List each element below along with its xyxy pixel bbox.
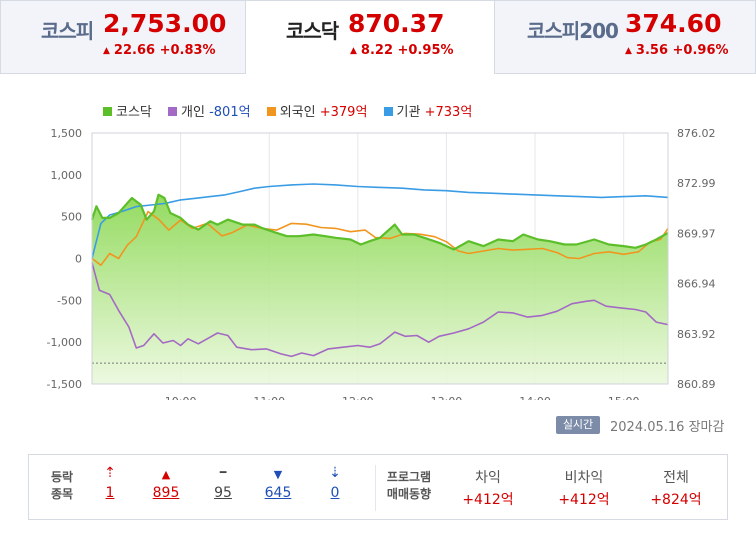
- up-triangle-icon: ▲: [350, 46, 357, 56]
- legend-institution: 기관 +733억: [383, 105, 473, 120]
- tab-change: ▲ 3.56 +0.96%: [625, 43, 729, 58]
- upper-limit-icon: ⇡: [104, 465, 116, 481]
- tab-kospi[interactable]: 코스피 2,753.00 ▲ 22.66 +0.83%: [0, 0, 246, 74]
- axis-ticks: 1,500 1,000 500 0 -500 -1,000 -1,500 876.02 872.…: [47, 127, 716, 400]
- fall-count[interactable]: 645: [264, 485, 292, 501]
- tab-change: ▲ 22.66 +0.83%: [103, 43, 216, 58]
- program-label-1: 프로그램: [386, 470, 432, 484]
- tab-change: ▲ 8.22 +0.95%: [350, 43, 454, 58]
- tab-change-text: 3.56 +0.96%: [635, 43, 729, 58]
- updown-label-2: 종목: [50, 487, 74, 501]
- y-left-tick-label: -1,500: [47, 378, 82, 391]
- index-tabs: 코스피 2,753.00 ▲ 22.66 +0.83% 코스닥 870.37 ▲ 8…: [0, 0, 756, 74]
- tab-value: 2,753.00: [103, 9, 227, 38]
- updown-header: 등락 종목: [37, 469, 87, 503]
- panel-divider: [375, 465, 376, 511]
- kosdaq-area: [92, 194, 668, 384]
- foreign-line: [91, 210, 669, 267]
- x-tick-label: 12:00: [342, 395, 374, 400]
- individual-line: [91, 262, 669, 358]
- y-left-tick-label: 0: [75, 253, 82, 266]
- non-arbitrage-value: +412억: [558, 492, 610, 508]
- y-left-tick-label: 500: [61, 211, 82, 224]
- intraday-chart: 1,500 1,000 500 0 -500 -1,000 -1,500 876.02 872.…: [47, 127, 716, 400]
- legend-swatch: [168, 107, 178, 116]
- legend-foreign: 외국인 +379억: [266, 105, 368, 120]
- lower-limit-count[interactable]: 0: [330, 485, 340, 501]
- realtime-button[interactable]: 실시간: [556, 416, 600, 434]
- tab-kosdaq[interactable]: 코스닥 870.37 ▲ 8.22 +0.95%: [246, 0, 494, 74]
- y-left-tick-label: 1,500: [51, 127, 83, 140]
- updown-label-1: 등락: [50, 470, 74, 484]
- y-left-tick-label: 1,000: [51, 169, 83, 182]
- rise-count[interactable]: 895: [152, 485, 180, 501]
- flat-count[interactable]: 95: [214, 485, 232, 501]
- institution-line: [91, 183, 669, 259]
- tab-name: 코스피: [41, 19, 94, 43]
- tab-kospi200[interactable]: 코스피200 374.60 ▲ 3.56 +0.96%: [494, 0, 756, 74]
- y-left-tick-label: -500: [57, 294, 82, 307]
- tab-name: 코스닥: [286, 19, 339, 43]
- y-right-tick-label: 869.97: [677, 227, 716, 240]
- lower-limit-icon: ⇣: [329, 465, 341, 481]
- legend-swatch: [103, 107, 112, 116]
- market-breadth-panel: 등락 종목 ⇡ 1 ▲ 895 ━ 95 ▼ 645 ⇣ 0 프로그램 매매동향…: [28, 454, 728, 520]
- legend-value: +733억: [424, 105, 473, 120]
- program-label-2: 매매동향: [386, 487, 432, 501]
- plot-frame: [91, 132, 669, 385]
- arbitrage-value: +412억: [462, 492, 514, 508]
- x-tick-label: 14:00: [519, 395, 551, 400]
- legend-value: -801억: [209, 105, 251, 120]
- tab-change-text: 8.22 +0.95%: [360, 43, 454, 58]
- legend-label: 외국인: [279, 105, 316, 120]
- upper-limit-count[interactable]: 1: [105, 485, 115, 501]
- x-tick-label: 11:00: [253, 395, 285, 400]
- y-right-tick-label: 860.89: [677, 378, 716, 391]
- arbitrage-label: 차익: [475, 470, 501, 486]
- legend-individual: 개인 -801억: [168, 105, 251, 120]
- program-total-label: 전체: [663, 470, 689, 486]
- legend-swatch: [383, 107, 393, 116]
- y-right-tick-label: 863.92: [677, 328, 716, 341]
- x-tick-label: 10:00: [165, 395, 197, 400]
- legend-label: 개인: [181, 105, 205, 120]
- tab-value: 374.60: [625, 9, 722, 38]
- program-header: 프로그램 매매동향: [379, 469, 439, 503]
- kosdaq-line: [90, 193, 669, 251]
- tab-name: 코스피200: [527, 19, 619, 43]
- rise-icon: ▲: [161, 468, 171, 481]
- legend-label: 코스닥: [116, 105, 152, 120]
- program-total-value: +824억: [650, 492, 702, 508]
- chart-legend: 코스닥 개인 -801억 외국인 +379억 기관 +733억: [103, 101, 484, 120]
- tab-value: 870.37: [348, 9, 445, 38]
- flat-icon: ━: [219, 466, 227, 479]
- up-triangle-icon: ▲: [103, 46, 110, 56]
- y-right-tick-label: 876.02: [677, 127, 716, 140]
- y-right-tick-label: 866.94: [677, 278, 716, 291]
- series-lines: [90, 183, 669, 358]
- legend-value: +379억: [319, 105, 368, 120]
- x-tick-label: 15:00: [608, 395, 640, 400]
- legend-swatch: [266, 107, 276, 116]
- y-right-tick-label: 872.99: [677, 177, 716, 190]
- fall-icon: ▼: [273, 468, 283, 481]
- y-left-tick-label: -1,000: [47, 336, 82, 349]
- legend-label: 기관: [396, 105, 421, 120]
- tab-change-text: 22.66 +0.83%: [113, 43, 216, 58]
- up-triangle-icon: ▲: [625, 46, 632, 56]
- x-tick-label: 13:00: [431, 395, 463, 400]
- legend-kosdaq: 코스닥: [103, 105, 152, 120]
- non-arbitrage-label: 비차익: [564, 470, 604, 486]
- market-date-status: 2024.05.16 장마감: [610, 420, 725, 435]
